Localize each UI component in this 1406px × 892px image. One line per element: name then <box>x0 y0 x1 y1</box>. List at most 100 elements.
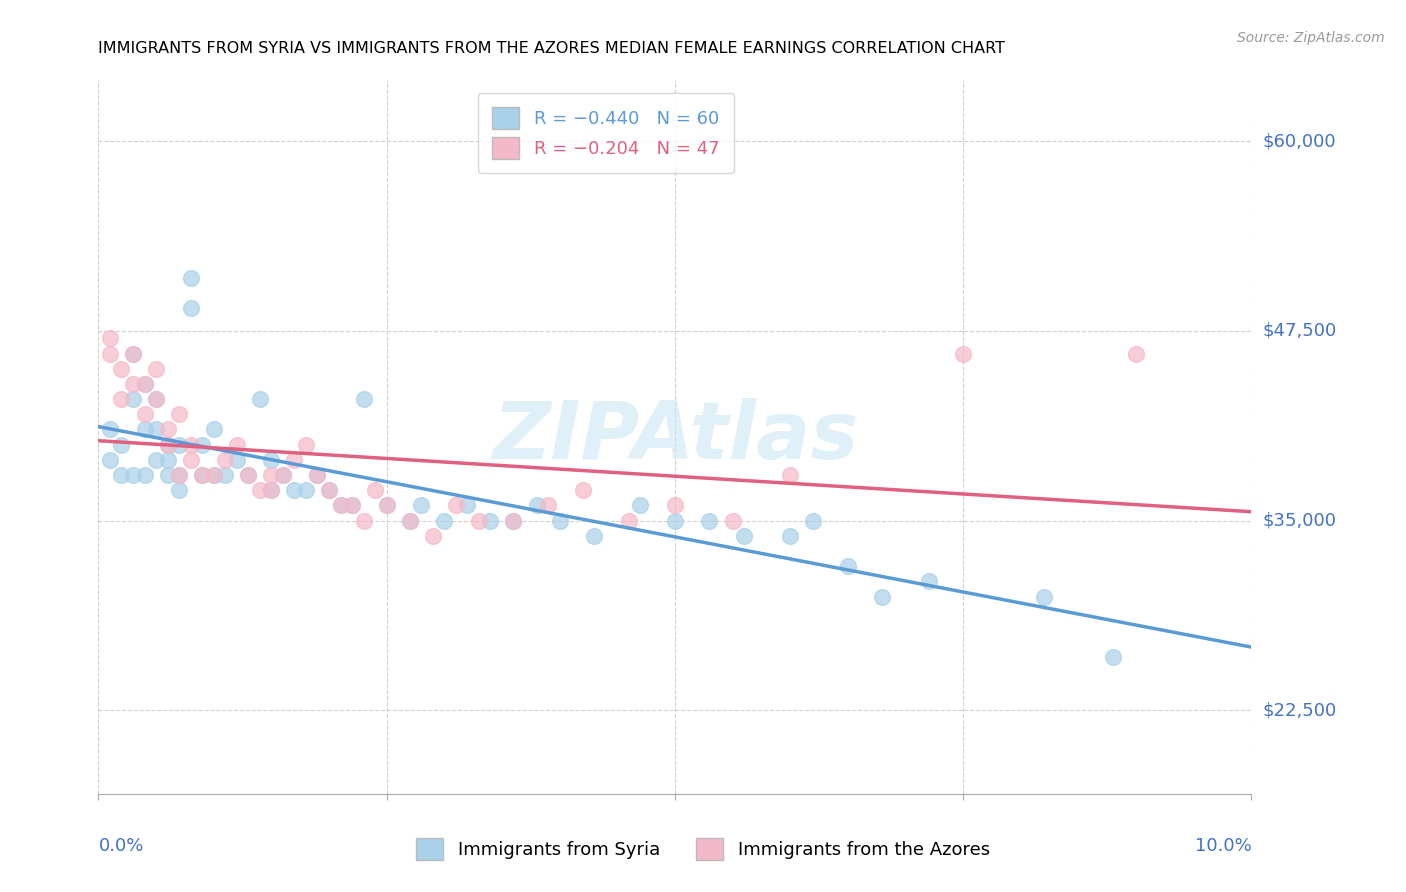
Point <box>98 346 121 360</box>
Text: 10.0%: 10.0% <box>1195 837 1251 855</box>
Point <box>260 468 283 483</box>
Point <box>134 407 156 421</box>
Point <box>134 376 156 391</box>
Point <box>167 468 190 483</box>
Point <box>225 453 247 467</box>
Point <box>134 422 156 436</box>
Point <box>98 331 121 345</box>
Point <box>110 438 132 452</box>
Point <box>628 499 651 513</box>
Point <box>249 392 271 406</box>
Text: 0.0%: 0.0% <box>98 837 143 855</box>
Text: IMMIGRANTS FROM SYRIA VS IMMIGRANTS FROM THE AZORES MEDIAN FEMALE EARNINGS CORRE: IMMIGRANTS FROM SYRIA VS IMMIGRANTS FROM… <box>98 40 1005 55</box>
Point <box>180 301 202 315</box>
Point <box>1125 346 1147 360</box>
Point <box>571 483 593 498</box>
Point <box>134 376 156 391</box>
Point <box>271 468 294 483</box>
Point <box>145 453 167 467</box>
Text: $47,500: $47,500 <box>1263 322 1337 340</box>
Point <box>167 407 190 421</box>
Point <box>156 468 179 483</box>
Point <box>122 346 145 360</box>
Legend: R = −0.440   N = 60, R = −0.204   N = 47: R = −0.440 N = 60, R = −0.204 N = 47 <box>478 93 734 173</box>
Point <box>145 392 167 406</box>
Text: Source: ZipAtlas.com: Source: ZipAtlas.com <box>1237 31 1385 45</box>
Point <box>110 392 132 406</box>
Point <box>664 499 686 513</box>
Point <box>733 529 755 543</box>
Point <box>329 499 352 513</box>
Point <box>779 468 801 483</box>
Point <box>583 529 606 543</box>
Point <box>260 483 283 498</box>
Point <box>202 422 225 436</box>
Point <box>526 499 548 513</box>
Point <box>353 392 375 406</box>
Point <box>307 468 329 483</box>
Point <box>398 514 420 528</box>
Point <box>260 453 283 467</box>
Point <box>411 499 433 513</box>
Point <box>502 514 524 528</box>
Point <box>375 499 398 513</box>
Point <box>917 574 939 589</box>
Point <box>837 559 859 574</box>
Point <box>156 438 179 452</box>
Point <box>260 483 283 498</box>
Point <box>375 499 398 513</box>
Point <box>340 499 363 513</box>
Point <box>191 438 214 452</box>
Point <box>191 468 214 483</box>
Point <box>156 453 179 467</box>
Point <box>214 468 236 483</box>
Text: ZIPAtlas: ZIPAtlas <box>492 398 858 476</box>
Point <box>110 468 132 483</box>
Point <box>180 453 202 467</box>
Point <box>318 483 340 498</box>
Point <box>98 422 121 436</box>
Point <box>502 514 524 528</box>
Point <box>134 468 156 483</box>
Point <box>329 499 352 513</box>
Text: $60,000: $60,000 <box>1263 132 1336 150</box>
Point <box>617 514 640 528</box>
Point <box>307 468 329 483</box>
Point <box>779 529 801 543</box>
Point <box>872 590 894 604</box>
Point <box>699 514 721 528</box>
Text: $22,500: $22,500 <box>1263 701 1337 719</box>
Point <box>548 514 571 528</box>
Point <box>1032 590 1054 604</box>
Point <box>180 270 202 285</box>
Point <box>479 514 502 528</box>
Point <box>537 499 560 513</box>
Text: $35,000: $35,000 <box>1263 512 1337 530</box>
Point <box>468 514 491 528</box>
Point <box>422 529 444 543</box>
Point <box>110 361 132 376</box>
Point <box>180 438 202 452</box>
Point <box>122 346 145 360</box>
Point <box>238 468 260 483</box>
Point <box>271 468 294 483</box>
Point <box>1102 650 1125 665</box>
Point <box>238 468 260 483</box>
Point <box>167 438 190 452</box>
Point <box>456 499 478 513</box>
Point <box>444 499 467 513</box>
Point <box>145 361 167 376</box>
Point <box>202 468 225 483</box>
Point <box>122 392 145 406</box>
Point <box>167 468 190 483</box>
Point <box>122 376 145 391</box>
Point <box>283 453 305 467</box>
Point <box>202 468 225 483</box>
Point <box>318 483 340 498</box>
Legend: Immigrants from Syria, Immigrants from the Azores: Immigrants from Syria, Immigrants from t… <box>402 823 1004 874</box>
Point <box>191 468 214 483</box>
Point <box>249 483 271 498</box>
Point <box>801 514 824 528</box>
Point <box>145 392 167 406</box>
Point <box>664 514 686 528</box>
